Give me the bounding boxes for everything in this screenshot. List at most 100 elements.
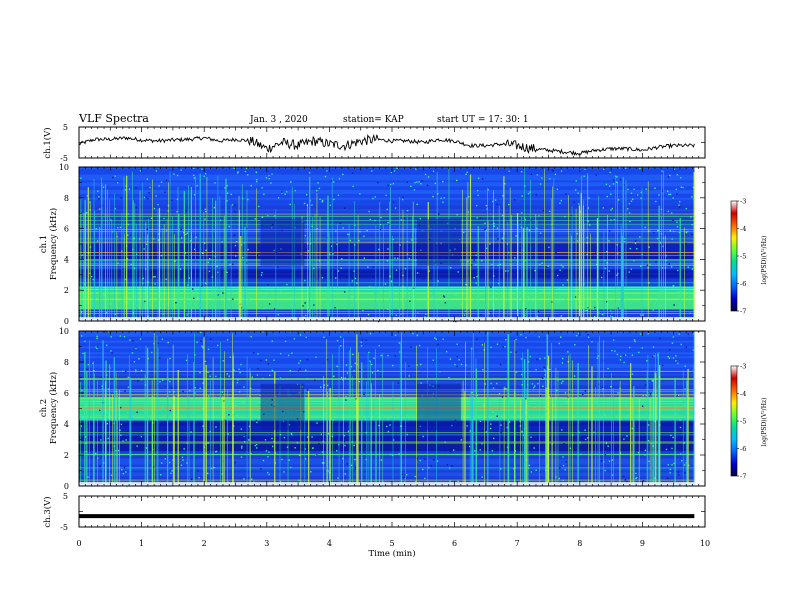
spectrogram-speckle <box>473 289 475 291</box>
spectrogram-speckle <box>562 456 564 458</box>
spectrogram-speckle <box>274 452 277 454</box>
spectrogram-speckle <box>648 230 650 232</box>
spectrogram-speckle <box>403 298 405 301</box>
spectrogram-band <box>79 424 695 427</box>
spectrogram-speckle <box>245 433 247 435</box>
spectrogram-speckle <box>476 189 479 192</box>
spectrogram-speckle <box>665 255 667 257</box>
spectrogram-band <box>79 356 695 359</box>
spectrogram-speckle <box>245 398 248 400</box>
spectrogram-speckle <box>635 472 637 475</box>
spectrogram-speckle <box>685 346 688 349</box>
spectrogram-speckle <box>318 307 320 309</box>
spectrogram-speckle <box>671 464 673 466</box>
spectrogram-speckle <box>341 258 343 260</box>
spectrogram-speckle <box>588 197 590 199</box>
spectrogram-band <box>79 344 695 347</box>
spectrogram-speckle <box>398 342 401 344</box>
spectrogram-speckle <box>680 453 682 455</box>
spectrogram-speckle <box>655 261 657 263</box>
spectrogram-speckle <box>642 395 644 397</box>
spectrogram-speckle <box>476 338 478 341</box>
spectrogram-speckle <box>677 471 680 473</box>
colorbar-tick-label: -5 <box>740 253 746 261</box>
spectrogram-speckle <box>559 300 562 303</box>
spectrogram-speckle <box>321 277 324 279</box>
spectrogram-speckle <box>377 412 379 414</box>
spectrogram-speckle <box>271 173 273 175</box>
spectrogram-speckle <box>336 450 338 452</box>
spectrogram-speckle <box>416 203 418 206</box>
spectrogram-speckle <box>330 291 332 293</box>
spectrogram-speckle <box>281 249 284 252</box>
spectrogram-speckle <box>562 266 564 268</box>
spectrogram-speckle <box>559 269 561 271</box>
spectrogram-speckle <box>432 170 435 172</box>
spectrogram-speckle <box>588 297 590 300</box>
spectrogram-band <box>79 284 695 287</box>
spectrogram-speckle <box>332 251 334 253</box>
spectrogram-speckle <box>254 218 256 220</box>
spectrogram-speckle <box>298 392 301 394</box>
spectrogram-speckle <box>100 439 102 441</box>
spectrogram-speckle <box>444 449 446 452</box>
spectrogram-speckle <box>353 444 355 447</box>
spectrogram-speckle <box>639 167 641 170</box>
spectrogram-band <box>79 334 695 338</box>
spectrogram-band <box>79 422 695 425</box>
spectrogram-speckle <box>394 257 396 259</box>
spectrogram-speckle <box>669 472 671 474</box>
spectrogram-speckle <box>530 445 533 447</box>
spectrogram-speckle <box>473 417 476 420</box>
spectrogram-speckle <box>481 442 483 445</box>
spectrogram-speckle <box>85 404 87 407</box>
spectrogram-speckle <box>405 309 408 311</box>
spectrogram-speckle <box>421 230 424 232</box>
spectrogram-band <box>79 307 695 310</box>
spectrogram-speckle <box>351 296 353 298</box>
spectrogram-speckle <box>332 268 334 271</box>
spectrogram-speckle <box>204 282 207 285</box>
spectrogram-speckle <box>616 353 619 356</box>
spectrogram-speckle <box>263 295 266 298</box>
spectrogram-speckle <box>127 234 129 236</box>
spectrogram-speckle <box>377 181 379 184</box>
spectrogram-band <box>79 451 695 454</box>
spectrogram-speckle <box>606 262 608 264</box>
spectrogram-speckle <box>684 472 686 474</box>
spectrogram-band <box>79 278 695 281</box>
spectrogram-band <box>79 443 695 446</box>
spectrogram-speckle <box>408 302 410 304</box>
spectrogram-speckle <box>299 360 302 362</box>
spectrogram-band <box>79 276 695 279</box>
spectrogram-speckle <box>125 439 127 441</box>
spectrogram-speckle <box>175 413 177 416</box>
spectrogram-speckle <box>267 363 270 365</box>
spectrogram-speckle <box>228 375 230 377</box>
spectrogram-speckle <box>574 189 577 191</box>
spectrogram-speckle <box>119 406 122 409</box>
spectrogram-speckle <box>261 271 263 274</box>
spectrogram-speckle <box>420 382 422 384</box>
spectrogram-speckle <box>267 284 269 286</box>
spectrogram-band <box>79 240 695 243</box>
spectrogram-speckle <box>238 390 241 393</box>
spectrogram-speckle <box>260 468 262 470</box>
spectrogram-speckle <box>687 333 689 335</box>
spectrogram-speckle <box>573 201 575 203</box>
spectrogram-band <box>79 272 695 276</box>
spectrogram-speckle <box>654 477 656 479</box>
spectrogram-speckle <box>193 297 195 300</box>
spectrogram-speckle <box>207 442 209 444</box>
spectrogram-speckle <box>683 442 685 444</box>
spectrogram-speckle <box>213 206 216 209</box>
spectrogram-speckle <box>628 271 630 273</box>
spectrogram-speckle <box>155 170 158 172</box>
spectrogram-speckle <box>153 238 155 240</box>
spectrogram-speckle <box>306 389 309 391</box>
spectrogram-speckle <box>373 357 375 359</box>
spectrogram-speckle <box>649 263 651 265</box>
spectrogram-speckle <box>81 415 84 417</box>
spectrogram-speckle <box>515 351 517 353</box>
spectrogram-speckle <box>639 333 642 335</box>
